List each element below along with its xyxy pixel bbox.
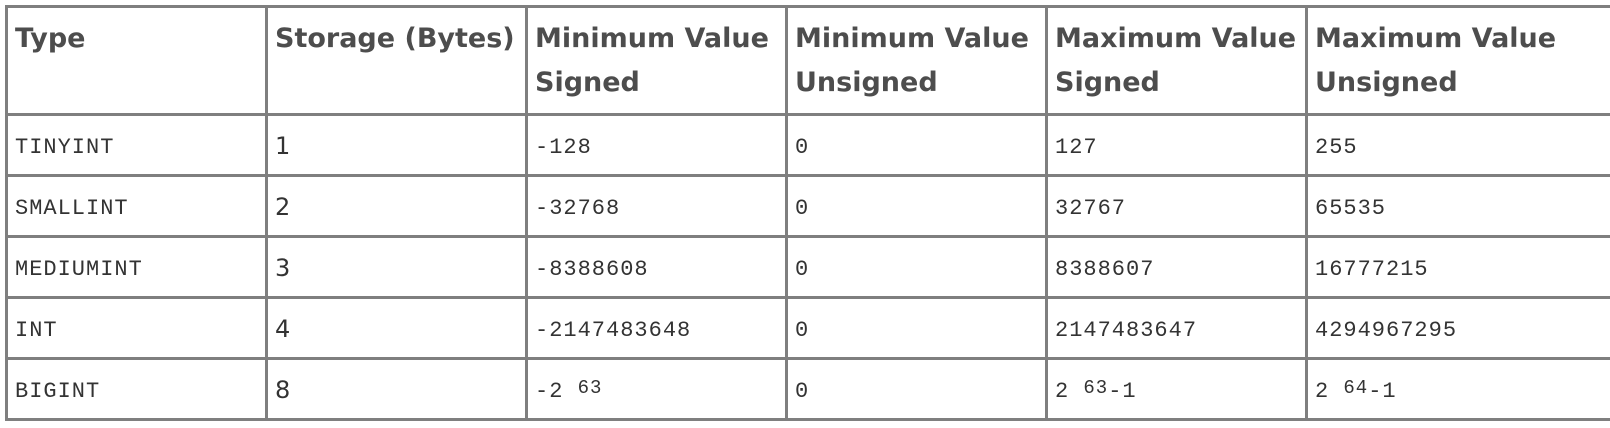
cell-max-signed: 2 63-1 xyxy=(1045,357,1308,421)
cell-min-unsigned: 0 xyxy=(785,357,1048,421)
cell-storage: 1 xyxy=(265,113,528,177)
cell-max-signed: 2147483647 xyxy=(1045,296,1308,360)
header-max-signed: Maximum Value Signed xyxy=(1045,5,1308,116)
header-min-unsigned: Minimum Value Unsigned xyxy=(785,5,1048,116)
power-base: 2 xyxy=(1315,379,1344,404)
cell-type: TINYINT xyxy=(5,113,268,177)
cell-type: INT xyxy=(5,296,268,360)
table-row: SMALLINT 2 -32768 0 32767 65535 xyxy=(5,174,1610,238)
power-suffix: -1 xyxy=(1108,379,1137,404)
cell-min-signed: -2 63 xyxy=(525,357,788,421)
cell-min-unsigned: 0 xyxy=(785,113,1048,177)
cell-type: BIGINT xyxy=(5,357,268,421)
cell-min-signed: -2147483648 xyxy=(525,296,788,360)
cell-max-unsigned: 2 64-1 xyxy=(1305,357,1610,421)
cell-storage: 3 xyxy=(265,235,528,299)
header-type: Type xyxy=(5,5,268,116)
table-row: BIGINT 8 -2 63 0 2 63-1 2 64-1 xyxy=(5,357,1610,421)
cell-max-signed: 8388607 xyxy=(1045,235,1308,299)
cell-min-unsigned: 0 xyxy=(785,174,1048,238)
table-row: MEDIUMINT 3 -8388608 0 8388607 16777215 xyxy=(5,235,1610,299)
power-suffix: -1 xyxy=(1368,379,1397,404)
cell-storage: 8 xyxy=(265,357,528,421)
cell-max-unsigned: 4294967295 xyxy=(1305,296,1610,360)
header-storage: Storage (Bytes) xyxy=(265,5,528,116)
cell-max-unsigned: 65535 xyxy=(1305,174,1610,238)
cell-min-signed: -128 xyxy=(525,113,788,177)
cell-min-signed: -32768 xyxy=(525,174,788,238)
header-max-unsigned: Maximum Value Unsigned xyxy=(1305,5,1610,116)
cell-storage: 4 xyxy=(265,296,528,360)
cell-max-unsigned: 255 xyxy=(1305,113,1610,177)
cell-storage: 2 xyxy=(265,174,528,238)
cell-max-signed: 127 xyxy=(1045,113,1308,177)
cell-max-signed: 32767 xyxy=(1045,174,1308,238)
cell-min-unsigned: 0 xyxy=(785,296,1048,360)
cell-min-signed: -8388608 xyxy=(525,235,788,299)
power-base: 2 xyxy=(1055,379,1084,404)
table-row: TINYINT 1 -128 0 127 255 xyxy=(5,113,1610,177)
power-exponent: 63 xyxy=(577,377,603,399)
power-exponent: 63 xyxy=(1083,377,1109,399)
table-row: INT 4 -2147483648 0 2147483647 429496729… xyxy=(5,296,1610,360)
cell-type: MEDIUMINT xyxy=(5,235,268,299)
power-exponent: 64 xyxy=(1343,377,1369,399)
cell-min-unsigned: 0 xyxy=(785,235,1048,299)
power-base: -2 xyxy=(535,379,578,404)
integer-types-table: Type Storage (Bytes) Minimum Value Signed… xyxy=(5,5,1610,421)
cell-type: SMALLINT xyxy=(5,174,268,238)
cell-max-unsigned: 16777215 xyxy=(1305,235,1610,299)
header-row: Type Storage (Bytes) Minimum Value Signed… xyxy=(5,5,1610,116)
header-min-signed: Minimum Value Signed xyxy=(525,5,788,116)
